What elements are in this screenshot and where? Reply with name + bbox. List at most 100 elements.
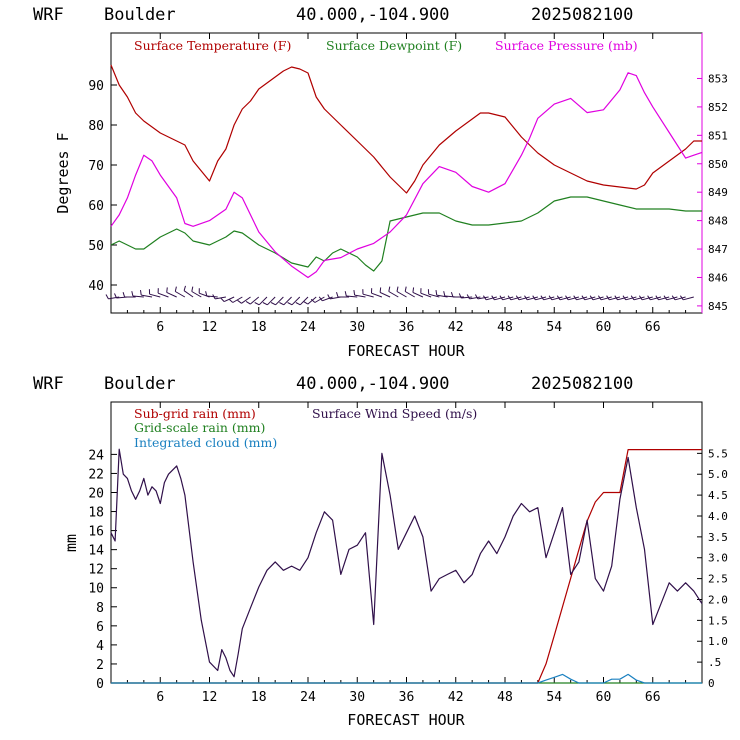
panel1-y-axis-label: Degrees F — [54, 132, 72, 213]
wind-barb — [581, 295, 596, 301]
legend-grid-scale-rain: Grid-scale rain (mm) — [134, 420, 265, 435]
wind-barb — [353, 290, 366, 298]
wind-barb — [318, 296, 333, 302]
wind-barb — [548, 295, 563, 301]
wind-barb — [589, 295, 604, 301]
wind-barb — [565, 295, 580, 301]
wind-barb — [507, 295, 522, 301]
wind-barb — [379, 287, 391, 298]
y-tick-label: 8 — [96, 601, 104, 616]
wind-barb — [458, 293, 473, 299]
legend-surface-dewpoint: Surface Dewpoint (F) — [326, 38, 462, 53]
y2-tick-label: 2.5 — [708, 573, 728, 586]
wind-barb — [148, 289, 161, 298]
wind-barb — [515, 295, 530, 301]
y-tick-label: 2 — [96, 658, 104, 673]
y2-tick-label: 4.0 — [708, 510, 728, 523]
wind-barb — [396, 286, 407, 298]
y2-tick-label: 852 — [708, 101, 728, 114]
wind-barb — [404, 286, 415, 298]
y2-tick-label: 845 — [708, 300, 728, 313]
panel2-header-model: WRF — [33, 374, 64, 394]
y-tick-label: 22 — [88, 467, 104, 482]
x-tick-label: 30 — [349, 690, 365, 705]
wind-barb — [295, 296, 309, 306]
x-tick-label: 12 — [202, 690, 218, 705]
panel1-x-ticks: 6 12 18 24 30 36 42 48 54 60 66 — [126, 33, 687, 335]
panel1-header-location: Boulder — [104, 5, 176, 25]
wind-barb — [122, 292, 136, 298]
panel2-header-location: Boulder — [104, 374, 176, 394]
x-tick-label: 54 — [546, 690, 562, 705]
y-tick-label: 12 — [88, 563, 104, 578]
x-tick-label: 60 — [596, 690, 612, 705]
x-tick-label: 18 — [251, 320, 267, 335]
y2-tick-label: 847 — [708, 243, 728, 256]
y-tick-label: 4 — [96, 639, 104, 654]
wind-barb — [420, 288, 432, 298]
panel1-series — [110, 64, 703, 279]
x-tick-label: 42 — [448, 320, 464, 335]
wind-barb — [362, 289, 374, 298]
x-tick-label: 24 — [300, 690, 316, 705]
x-tick-label: 54 — [546, 320, 562, 335]
y2-tick-label: 1.0 — [708, 635, 728, 648]
panel2-header-run: 2025082100 — [531, 374, 633, 394]
wind-barb — [310, 296, 325, 303]
wind-barb — [466, 294, 481, 300]
wind-barb — [499, 295, 514, 301]
y-tick-label: 40 — [88, 279, 104, 294]
panel1-y-ticks: 40 50 60 70 80 90 — [88, 79, 117, 294]
wind-barb — [630, 295, 645, 301]
x-tick-label: 30 — [349, 320, 365, 335]
x-tick-label: 48 — [497, 320, 513, 335]
wind-barb — [614, 295, 629, 301]
panel2-series — [110, 448, 703, 684]
y-tick-label: 60 — [88, 199, 104, 214]
y2-tick-label: 0 — [708, 677, 715, 690]
y-tick-label: 90 — [88, 79, 104, 94]
legend-surface-temperature: Surface Temperature (F) — [134, 38, 291, 53]
x-tick-label: 60 — [596, 320, 612, 335]
y2-tick-label: 3.0 — [708, 552, 728, 565]
panel1-header-run: 2025082100 — [531, 5, 633, 25]
wind-barb — [491, 295, 506, 301]
series-line-surface-temperature-f — [110, 64, 702, 194]
wind-barb — [556, 295, 571, 301]
y-tick-label: 6 — [96, 620, 104, 635]
x-tick-label: 6 — [156, 320, 164, 335]
wind-barb — [540, 295, 555, 301]
y-tick-label: 50 — [88, 239, 104, 254]
y2-tick-label: 3.5 — [708, 531, 728, 544]
wind-barb — [279, 296, 292, 306]
x-tick-label: 66 — [645, 320, 661, 335]
wind-barb — [131, 291, 144, 298]
wind-barb — [157, 288, 169, 298]
x-tick-label: 12 — [202, 320, 218, 335]
series-line-surface-pressure-mb — [110, 72, 703, 279]
wind-barb — [270, 296, 284, 306]
wind-barb — [254, 296, 268, 306]
y2-tick-label: 853 — [708, 72, 728, 85]
y2-tick-label: 4.5 — [708, 489, 728, 502]
panel2-y-axis-label: mm — [62, 534, 80, 552]
wind-barb — [482, 295, 497, 301]
panel1-y2-ticks: 845 846 847 848 849 850 851 852 853 — [697, 72, 728, 313]
wind-barb — [212, 294, 227, 300]
wind-barb — [237, 296, 251, 304]
panel1-wind-barbs — [105, 285, 694, 306]
wind-barb — [183, 285, 194, 298]
wind-barb — [388, 286, 399, 298]
wind-barb — [344, 291, 358, 298]
wind-barb — [663, 295, 678, 301]
wind-barb — [606, 295, 621, 301]
x-tick-label: 36 — [399, 690, 415, 705]
wind-barb — [105, 294, 120, 300]
wind-barb — [262, 296, 276, 306]
series-line-surface-dewpoint-f — [110, 196, 702, 272]
legend-surface-pressure: Surface Pressure (mb) — [495, 38, 638, 53]
x-tick-label: 6 — [156, 690, 164, 705]
wind-barb — [245, 296, 260, 305]
